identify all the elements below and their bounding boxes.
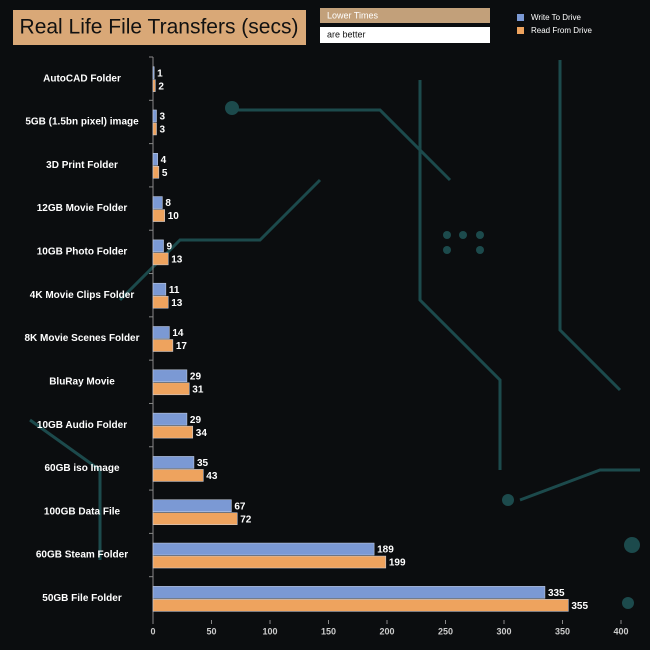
bar [152, 326, 170, 339]
bar [152, 166, 160, 179]
value-label: 355 [571, 601, 588, 612]
legend-swatch [517, 14, 524, 21]
x-tick-label: 300 [496, 626, 511, 636]
value-label: 11 [169, 285, 180, 296]
bar [152, 295, 169, 309]
value-label: 189 [377, 545, 394, 556]
value-label: 29 [190, 371, 202, 382]
x-tick-label: 100 [262, 626, 277, 636]
annotation: are better [327, 29, 366, 39]
bar [152, 456, 195, 469]
value-label: 29 [190, 415, 202, 426]
value-label: 13 [171, 255, 183, 266]
y-tick-label: 50GB File Folder [42, 593, 122, 604]
bar [152, 252, 169, 266]
legend-swatch [517, 27, 524, 34]
bar [152, 66, 155, 79]
annotation-box [320, 27, 490, 43]
value-label: 1 [157, 68, 163, 79]
bar [152, 196, 163, 209]
value-label: 199 [389, 558, 406, 569]
bar [152, 425, 194, 439]
bar [152, 109, 157, 123]
bar [152, 369, 188, 383]
title-box [13, 10, 306, 45]
x-tick-label: 50 [206, 626, 216, 636]
value-label: 10 [168, 211, 180, 222]
y-tick-label: 10GB Photo Folder [37, 247, 128, 258]
value-label: 2 [158, 81, 164, 92]
x-tick-label: 0 [150, 626, 155, 636]
bar [152, 339, 174, 352]
y-tick-label: 60GB iso Image [44, 463, 119, 474]
legend-label: Write To Drive [531, 13, 581, 22]
value-label: 4 [161, 155, 167, 166]
y-tick-label: 12GB Movie Folder [37, 203, 128, 214]
bar [152, 469, 204, 482]
bar [152, 153, 158, 166]
bar [152, 239, 164, 253]
annotation: Lower Times [327, 10, 379, 20]
y-tick-label: 8K Movie Scenes Folder [24, 333, 139, 344]
x-tick-label: 250 [438, 626, 453, 636]
x-tick-label: 350 [555, 626, 570, 636]
y-tick-label: 100GB Data File [44, 506, 121, 517]
y-tick-label: 10GB Audio Folder [37, 420, 127, 431]
value-label: 17 [176, 341, 188, 352]
value-label: 3 [160, 125, 166, 136]
x-tick-label: 200 [379, 626, 394, 636]
bar [152, 122, 157, 136]
value-label: 43 [206, 471, 218, 482]
bar [152, 499, 232, 512]
legend-label: Read From Drive [531, 26, 592, 35]
bar [152, 599, 569, 612]
value-label: 8 [165, 198, 171, 209]
value-label: 3 [160, 112, 166, 123]
bar [152, 512, 238, 525]
value-label: 335 [548, 588, 565, 599]
y-tick-label: BluRay Movie [49, 376, 115, 387]
value-label: 35 [197, 458, 209, 469]
chart-title: Real Life File Transfers (secs) [20, 16, 299, 39]
value-label: 9 [167, 242, 173, 253]
value-label: 5 [162, 168, 168, 179]
y-tick-label: 60GB Steam Folder [36, 550, 128, 561]
annotation-box [320, 8, 490, 23]
value-label: 72 [240, 514, 252, 525]
bar [152, 542, 375, 556]
value-label: 67 [234, 501, 246, 512]
value-label: 31 [192, 384, 204, 395]
circuit-decoration [29, 60, 640, 609]
y-tick-label: 3D Print Folder [46, 160, 118, 171]
y-tick-label: AutoCAD Folder [43, 73, 121, 84]
bar [152, 586, 546, 599]
bar [152, 382, 190, 396]
y-tick-label: 4K Movie Clips Folder [30, 290, 135, 301]
bar [152, 209, 165, 222]
bar [152, 412, 188, 426]
bar [152, 555, 387, 569]
bar [152, 79, 156, 92]
value-label: 14 [172, 328, 184, 339]
x-tick-label: 150 [321, 626, 336, 636]
x-tick-label: 400 [613, 626, 628, 636]
bar [152, 282, 167, 296]
y-tick-label: 5GB (1.5bn pixel) image [25, 117, 139, 128]
value-label: 34 [196, 428, 208, 439]
value-label: 13 [171, 298, 183, 309]
